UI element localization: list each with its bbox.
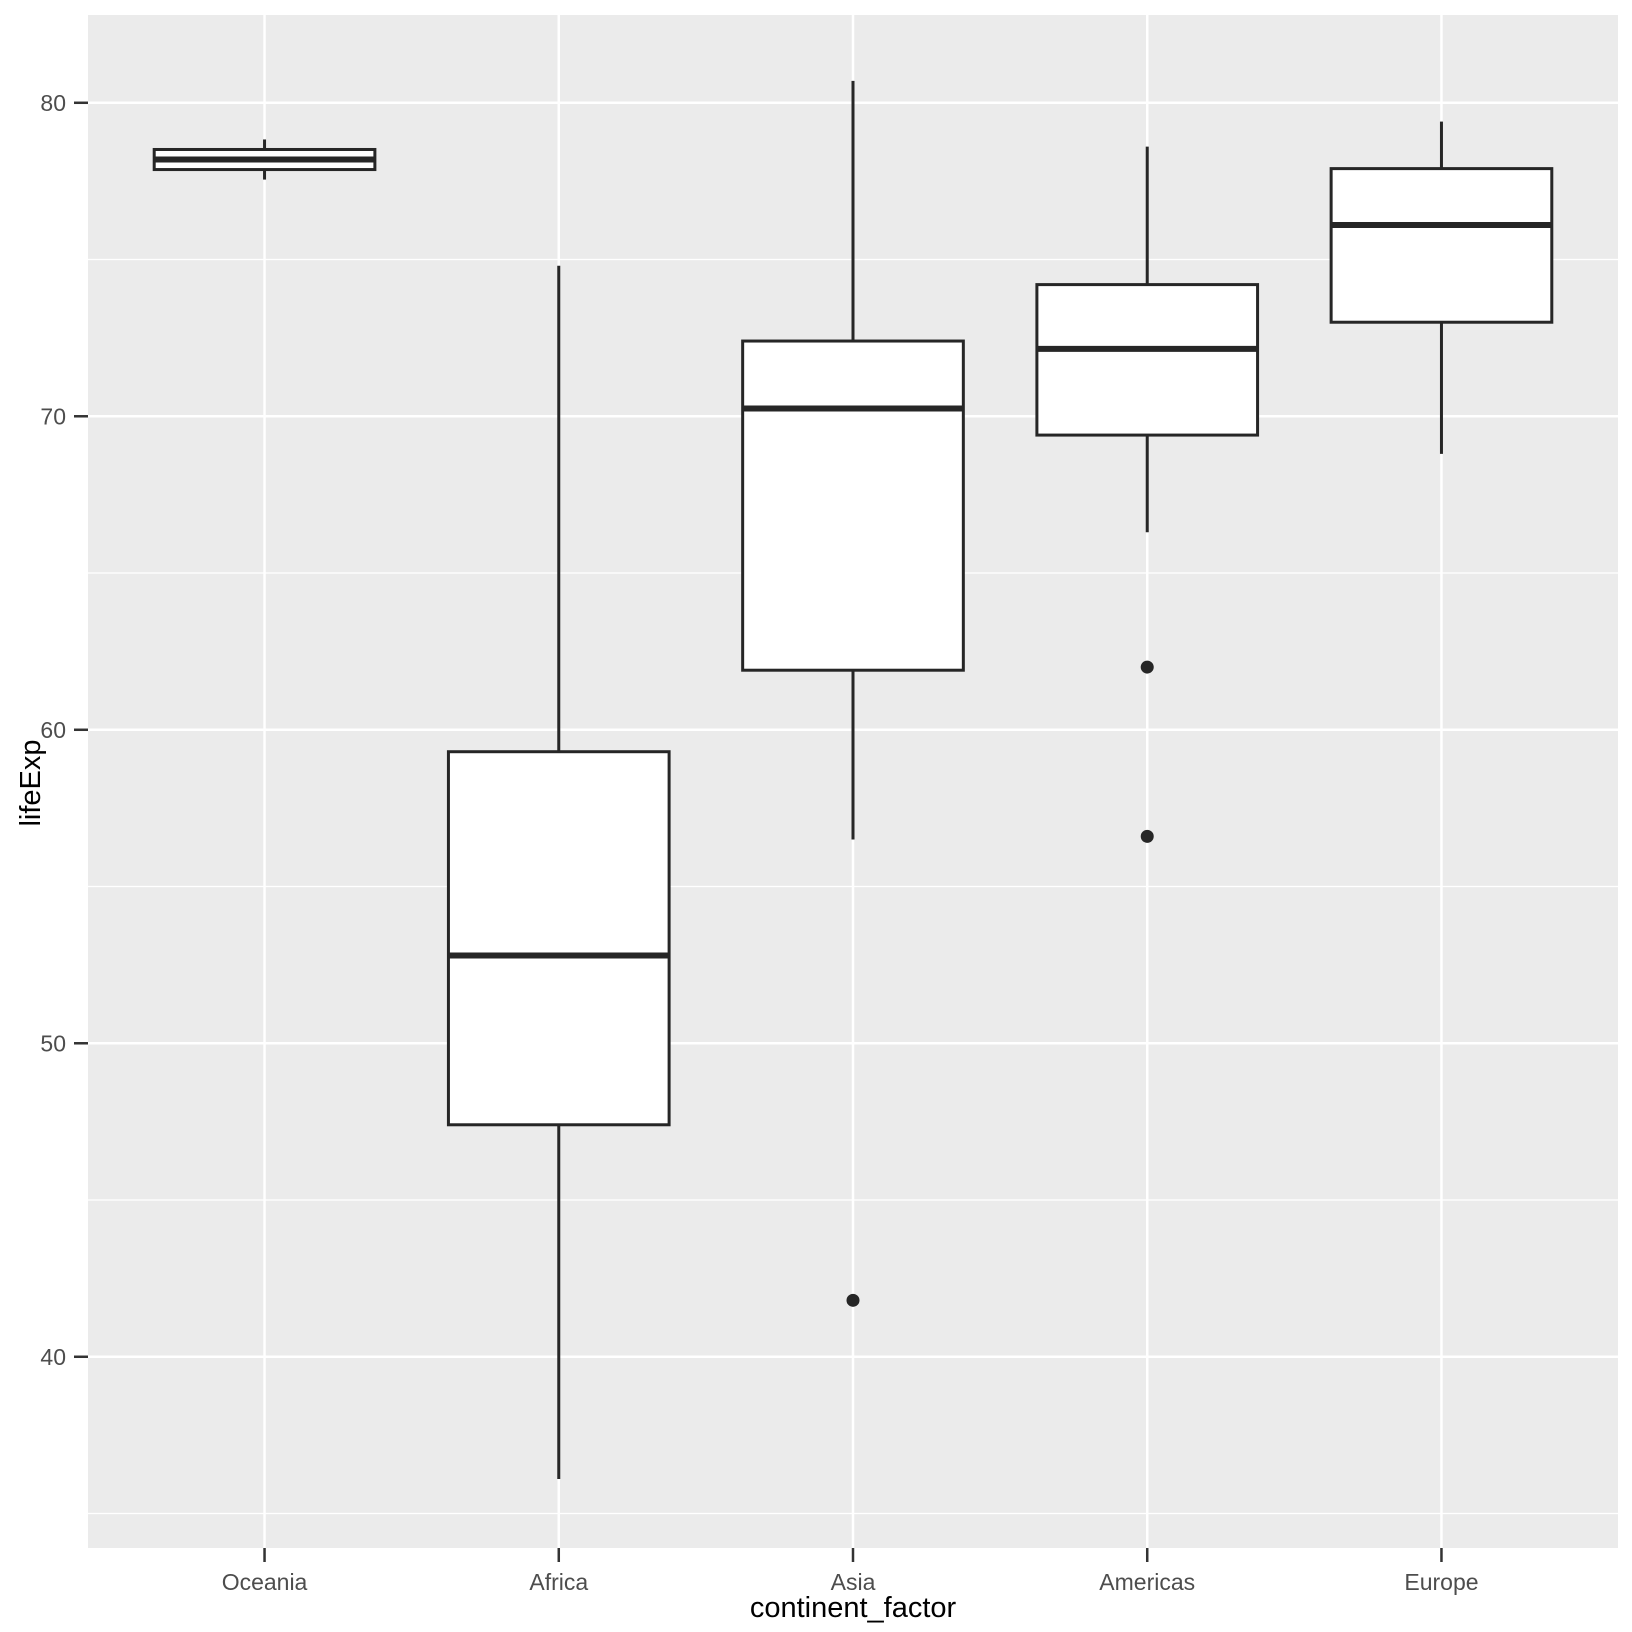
box-europe [1329, 167, 1554, 324]
y-tick-label: 60 [40, 717, 66, 743]
y-tick-label: 70 [40, 403, 66, 429]
y-tick-label: 80 [40, 90, 66, 116]
box-africa [446, 750, 671, 1127]
x-tick-label: Oceania [222, 1569, 308, 1595]
x-tick-label: Asia [831, 1569, 876, 1595]
x-tick-label: Europe [1404, 1569, 1478, 1595]
y-tick-label: 50 [40, 1030, 66, 1056]
y-axis-title: lifeExp [15, 739, 47, 826]
x-tick-label: Americas [1099, 1569, 1195, 1595]
outlier-point [1140, 660, 1154, 674]
x-axis-title: continent_factor [750, 1592, 957, 1624]
box-americas [1035, 283, 1260, 437]
outlier-point [846, 1293, 860, 1307]
x-tick-label: Africa [529, 1569, 588, 1595]
y-tick-label: 40 [40, 1344, 66, 1370]
box-asia [741, 339, 965, 672]
outlier-point [1140, 829, 1154, 843]
